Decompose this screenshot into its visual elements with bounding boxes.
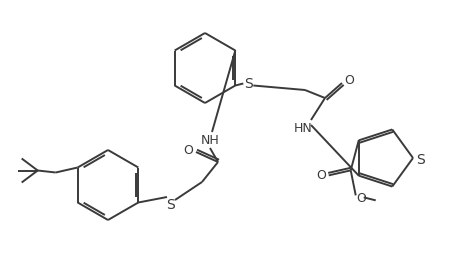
Text: O: O [344, 73, 354, 87]
Text: O: O [316, 169, 326, 182]
Text: S: S [244, 76, 252, 91]
Text: NH: NH [200, 133, 219, 147]
Text: S: S [416, 153, 425, 167]
Text: HN: HN [293, 121, 312, 135]
Text: S: S [166, 198, 174, 212]
Text: O: O [356, 192, 365, 205]
Text: O: O [183, 144, 193, 156]
